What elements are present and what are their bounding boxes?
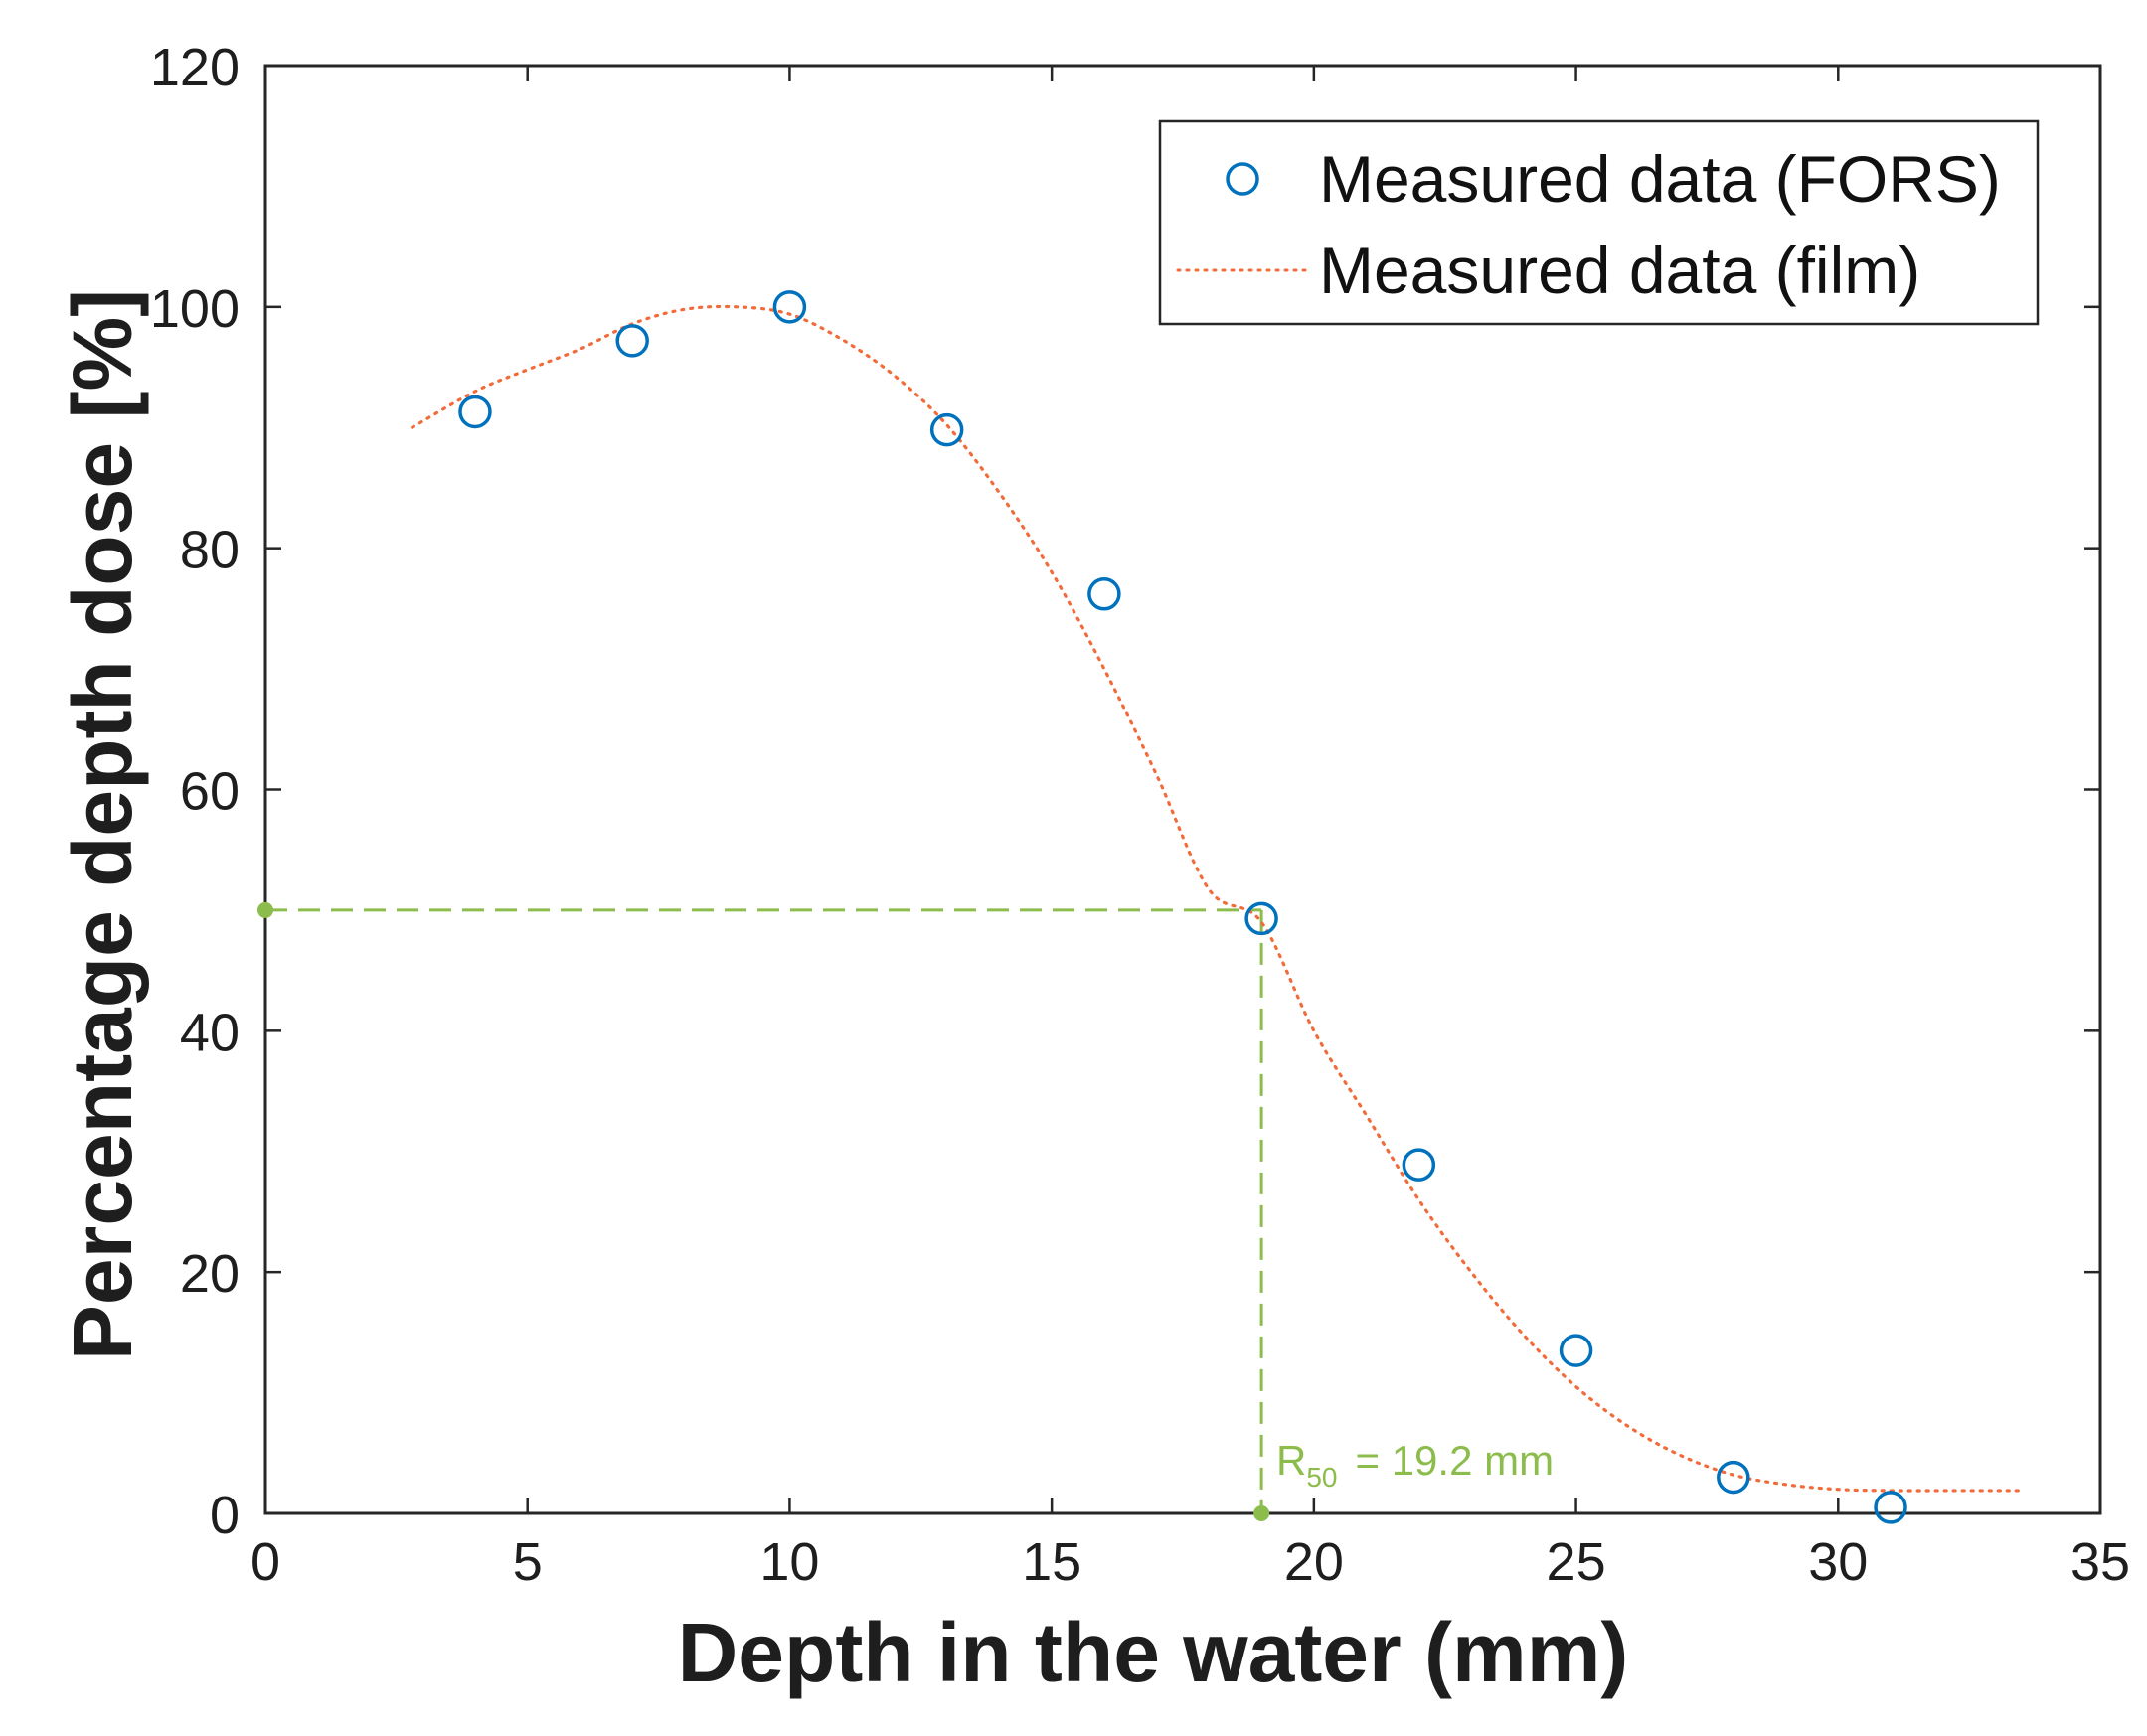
legend-film-label: Measured data (film): [1319, 234, 1920, 307]
fors-data-point: [1717, 1460, 1750, 1495]
legend-fors-marker-icon: [1226, 162, 1259, 196]
fors-data-point: [458, 395, 492, 429]
x-tick-label: 35: [2070, 1532, 2130, 1592]
y-tick-label: 60: [180, 762, 240, 822]
fors-data-point: [1874, 1491, 1907, 1524]
legend-fors-label: Measured data (FORS): [1319, 142, 2001, 216]
y-tick-label: 80: [180, 521, 240, 580]
r50-value: = 19.2 mm: [1356, 1437, 1555, 1484]
x-tick-label: 10: [759, 1532, 819, 1592]
x-tick-label: 20: [1284, 1532, 1344, 1592]
r50-label-text: R50 = 19.2 mm: [1276, 1437, 1554, 1493]
fors-data-point: [929, 412, 964, 447]
fors-data-point: [615, 324, 649, 358]
r50-level-dot: [257, 901, 273, 918]
x-tick-label: 15: [1022, 1532, 1081, 1592]
x-axis-title: Depth in the water (mm): [678, 1606, 1629, 1699]
y-tick-label: 40: [180, 1003, 240, 1062]
y-tick-label: 100: [150, 279, 240, 339]
r50-reference-lines: [257, 901, 1270, 1521]
fors-data-point: [772, 290, 807, 324]
y-tick-label: 0: [210, 1486, 240, 1545]
y-axis-title: Percentage depth dose [%]: [56, 289, 149, 1360]
fors-data-point: [1402, 1148, 1436, 1182]
r50-depth-dot: [1253, 1505, 1270, 1521]
fors-markers: [458, 290, 1907, 1524]
plot-frame: [263, 64, 2102, 1515]
y-tick-labels: 0 20 40 60 80 100 120: [150, 38, 240, 1545]
x-tick-label: 30: [1808, 1532, 1868, 1592]
legend: Measured data (FORS) Measured data (film…: [1158, 119, 2040, 326]
fors-data-point: [1244, 901, 1278, 936]
fors-data-point: [1087, 577, 1121, 611]
r50-annotation: R50 = 19.2 mm: [1276, 1437, 1554, 1493]
r50-subscript: 50: [1306, 1462, 1337, 1493]
x-tick-label: 25: [1547, 1532, 1606, 1592]
x-tick-labels: 0 5 10 15 20 25 30 35: [250, 1532, 2130, 1592]
x-tick-label: 5: [513, 1532, 543, 1592]
r50-symbol: R: [1276, 1437, 1306, 1484]
film-curve-line: [411, 304, 2024, 1493]
legend-box: [1158, 119, 2040, 326]
fors-data-point: [1559, 1334, 1593, 1367]
y-tick-label: 20: [180, 1244, 240, 1304]
y-tick-label: 120: [150, 38, 240, 97]
x-tick-label: 0: [250, 1532, 280, 1592]
